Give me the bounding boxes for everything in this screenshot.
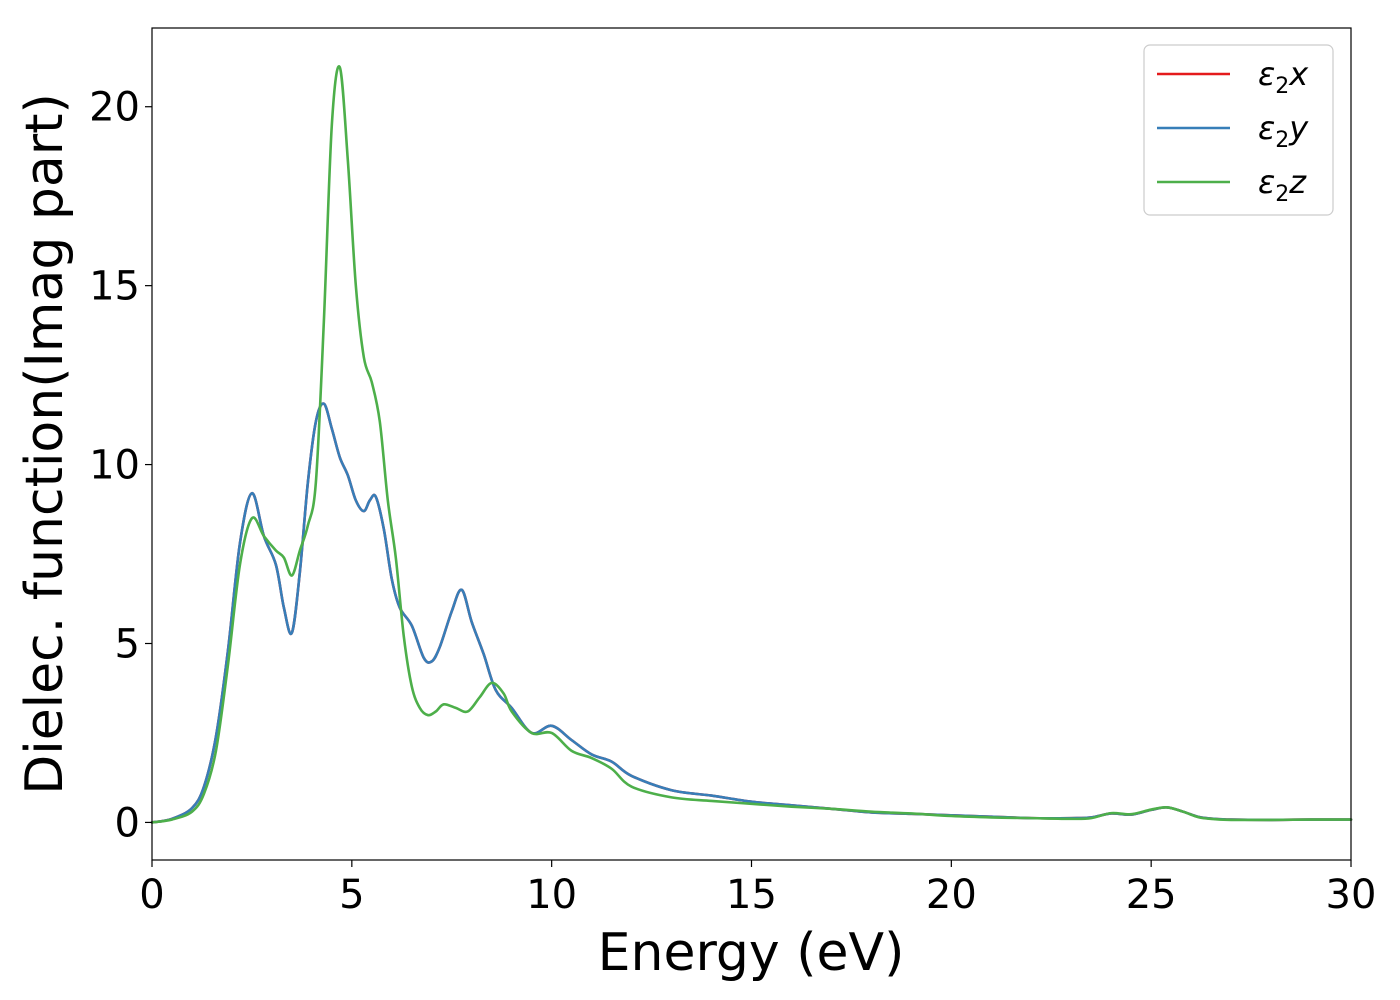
- legend-box: [1143, 44, 1334, 216]
- y-axis-label: Dielec. function(Imag part): [15, 93, 75, 795]
- x-tick-label: 25: [1126, 872, 1177, 918]
- y-tick-label: 20: [89, 85, 140, 131]
- y-tick-label: 15: [89, 264, 140, 310]
- legend: ε2x ε2y ε2z: [1143, 44, 1334, 216]
- series-layer: [150, 65, 1353, 824]
- legend-item-z: ε2z: [1157, 163, 1307, 207]
- x-axis: 0 5 10 15 20 25 30: [139, 860, 1376, 918]
- x-tick-label: 20: [926, 872, 977, 918]
- y-tick-label: 5: [115, 622, 140, 668]
- x-tick-label: 10: [526, 872, 577, 918]
- legend-item-y: ε2y: [1157, 109, 1309, 153]
- legend-item-x: ε2x: [1157, 55, 1309, 99]
- x-tick-label: 30: [1326, 872, 1377, 918]
- series-line-z: [150, 65, 1353, 824]
- y-axis: 0 5 10 15 20: [89, 85, 152, 846]
- x-tick-label: 15: [726, 872, 777, 918]
- x-axis-label: Energy (eV): [598, 923, 905, 983]
- legend-label: ε2x: [1258, 55, 1309, 99]
- legend-label: ε2z: [1258, 163, 1307, 207]
- y-tick-label: 10: [89, 443, 140, 489]
- x-tick-label: 0: [139, 872, 164, 918]
- y-tick-label: 0: [115, 800, 140, 846]
- x-tick-label: 5: [339, 872, 364, 918]
- legend-label: ε2y: [1258, 109, 1309, 153]
